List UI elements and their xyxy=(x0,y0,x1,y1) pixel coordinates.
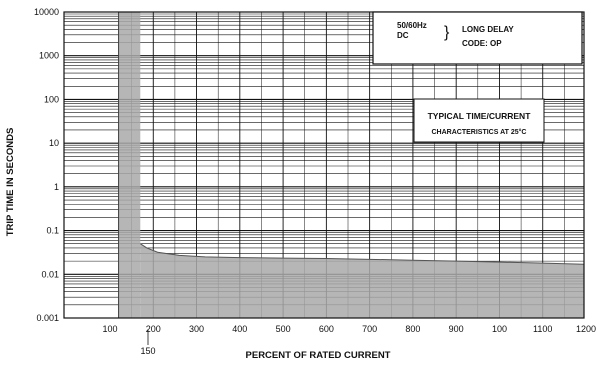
x-tick-label: 200 xyxy=(146,324,161,334)
y-tick-label: 10 xyxy=(49,138,59,148)
x-tick-label: 600 xyxy=(319,324,334,334)
x-tick-labels: 100 200 300 400 500 600 700 800 900 100 1100 1200 xyxy=(102,324,596,334)
legend-brace: } xyxy=(444,24,450,41)
legend-box: 50/60Hz DC } LONG DELAY CODE: OP xyxy=(372,11,583,65)
trip-curve-line xyxy=(140,243,585,265)
y-tick-label: 0.01 xyxy=(41,269,59,279)
annotation-line1: TYPICAL TIME/CURRENT xyxy=(428,111,532,121)
x-axis-label: PERCENT OF RATED CURRENT xyxy=(246,350,391,361)
x-tick-label: 100 xyxy=(102,324,117,334)
annotation-box: TYPICAL TIME/CURRENT CHARACTERISTICS AT … xyxy=(413,98,545,143)
x-tick-label: 300 xyxy=(189,324,204,334)
current-band xyxy=(118,12,141,318)
x-tick-label: 100 xyxy=(492,324,507,334)
y-tick-label: 1000 xyxy=(39,51,59,61)
legend-freq: 50/60Hz xyxy=(397,21,427,30)
trip-curve-area xyxy=(140,243,585,318)
y-axis-label: TRIP TIME IN SECONDS xyxy=(5,128,16,237)
x-tick-label: 1200 xyxy=(576,324,596,334)
y-tick-label: 1 xyxy=(54,182,59,192)
x-tick-label: 500 xyxy=(276,324,291,334)
x-tick-label: 1100 xyxy=(533,324,552,334)
plot-frame xyxy=(63,11,585,319)
x-tick-150: 150 xyxy=(140,346,155,356)
y-tick-label: 100 xyxy=(44,94,59,104)
legend-code: CODE: OP xyxy=(462,39,502,48)
x-tick-label: 800 xyxy=(405,324,420,334)
y-tick-labels: 10000 1000 100 10 1 0.1 0.01 0.001 xyxy=(34,7,59,323)
annotation-line2: CHARACTERISTICS AT 25°C xyxy=(432,128,527,136)
shaded-regions xyxy=(118,12,585,318)
y-tick-label: 10000 xyxy=(34,7,59,17)
legend-long-delay: LONG DELAY xyxy=(462,25,514,34)
x-tick-label: 400 xyxy=(232,324,247,334)
x-tick-label: 700 xyxy=(362,324,377,334)
y-tick-label: 0.1 xyxy=(46,226,59,236)
legend-dc: DC xyxy=(397,31,409,40)
y-tick-label: 0.001 xyxy=(36,313,59,323)
x-tick-label: 900 xyxy=(449,324,464,334)
